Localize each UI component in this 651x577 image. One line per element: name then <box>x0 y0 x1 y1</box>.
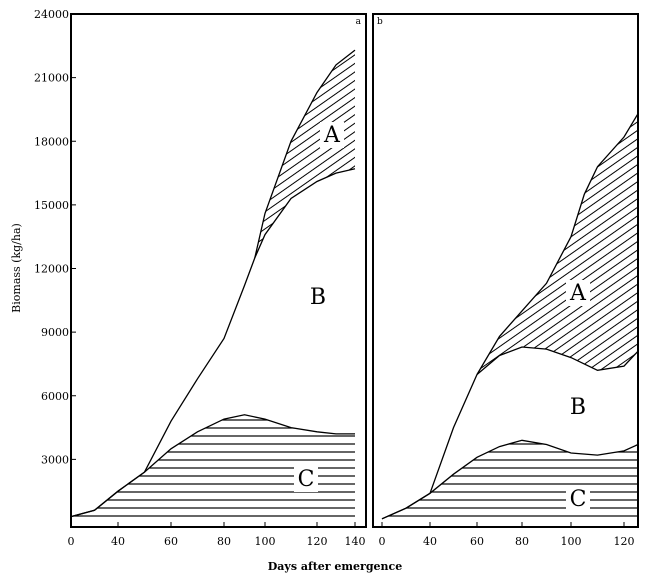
region-A-area <box>254 50 355 258</box>
y-tick-label: 12000 <box>34 263 69 276</box>
x-tick-label: 80 <box>515 535 529 548</box>
region-A-upper-curve <box>254 49 356 259</box>
x-tick-label: 80 <box>217 535 231 548</box>
region-label-A: A <box>569 281 587 306</box>
y-tick-label: 15000 <box>34 199 69 212</box>
y-tick-label: 9000 <box>41 326 69 339</box>
region-B-upper-curve <box>70 168 356 518</box>
x-axis-label: Days after emergence <box>268 560 402 573</box>
x-tick-label: 60 <box>164 535 178 548</box>
x-tick-label: 0 <box>68 535 75 548</box>
panel-b <box>382 113 638 523</box>
y-tick-label: 18000 <box>34 135 69 148</box>
region-label-bg <box>320 122 344 148</box>
x-tick-label: 140 <box>345 535 366 548</box>
y-axis-label: Biomass (kg/ha) <box>10 223 23 313</box>
y-tick-label: 24000 <box>34 8 69 21</box>
x-tick-label: 120 <box>614 535 635 548</box>
region-A-area <box>477 113 638 375</box>
panel-label: a <box>356 17 362 27</box>
panel-frame <box>70 13 367 528</box>
region-B-upper-curve <box>381 346 639 520</box>
region-label-bg <box>566 486 590 512</box>
x-tick-label: 0 <box>379 535 386 548</box>
panel-label: b <box>377 17 383 27</box>
x-tick-label: 60 <box>470 535 484 548</box>
region-label-bg <box>566 280 590 306</box>
x-tick-label: 40 <box>423 535 437 548</box>
x-tick-label: 100 <box>255 535 276 548</box>
region-A-upper-curve <box>476 113 639 375</box>
region-label-B: B <box>310 285 326 310</box>
region-label-A: A <box>323 123 341 148</box>
x-tick-label: 40 <box>111 535 125 548</box>
panel-frame <box>372 13 639 528</box>
region-C-area <box>71 414 355 523</box>
region-label-bg <box>566 394 590 420</box>
region-label-bg <box>306 284 330 310</box>
x-tick-label: 120 <box>307 535 328 548</box>
y-tick-label: 3000 <box>41 453 69 466</box>
panel-a <box>71 50 355 523</box>
region-label-C: C <box>298 467 315 492</box>
y-tick-label: 21000 <box>34 72 69 85</box>
region-label-C: C <box>570 487 587 512</box>
region-C-area <box>382 440 638 523</box>
region-label-B: B <box>570 395 586 420</box>
x-tick-label: 100 <box>561 535 582 548</box>
y-tick-label: 6000 <box>41 390 69 403</box>
region-label-bg <box>294 466 318 492</box>
